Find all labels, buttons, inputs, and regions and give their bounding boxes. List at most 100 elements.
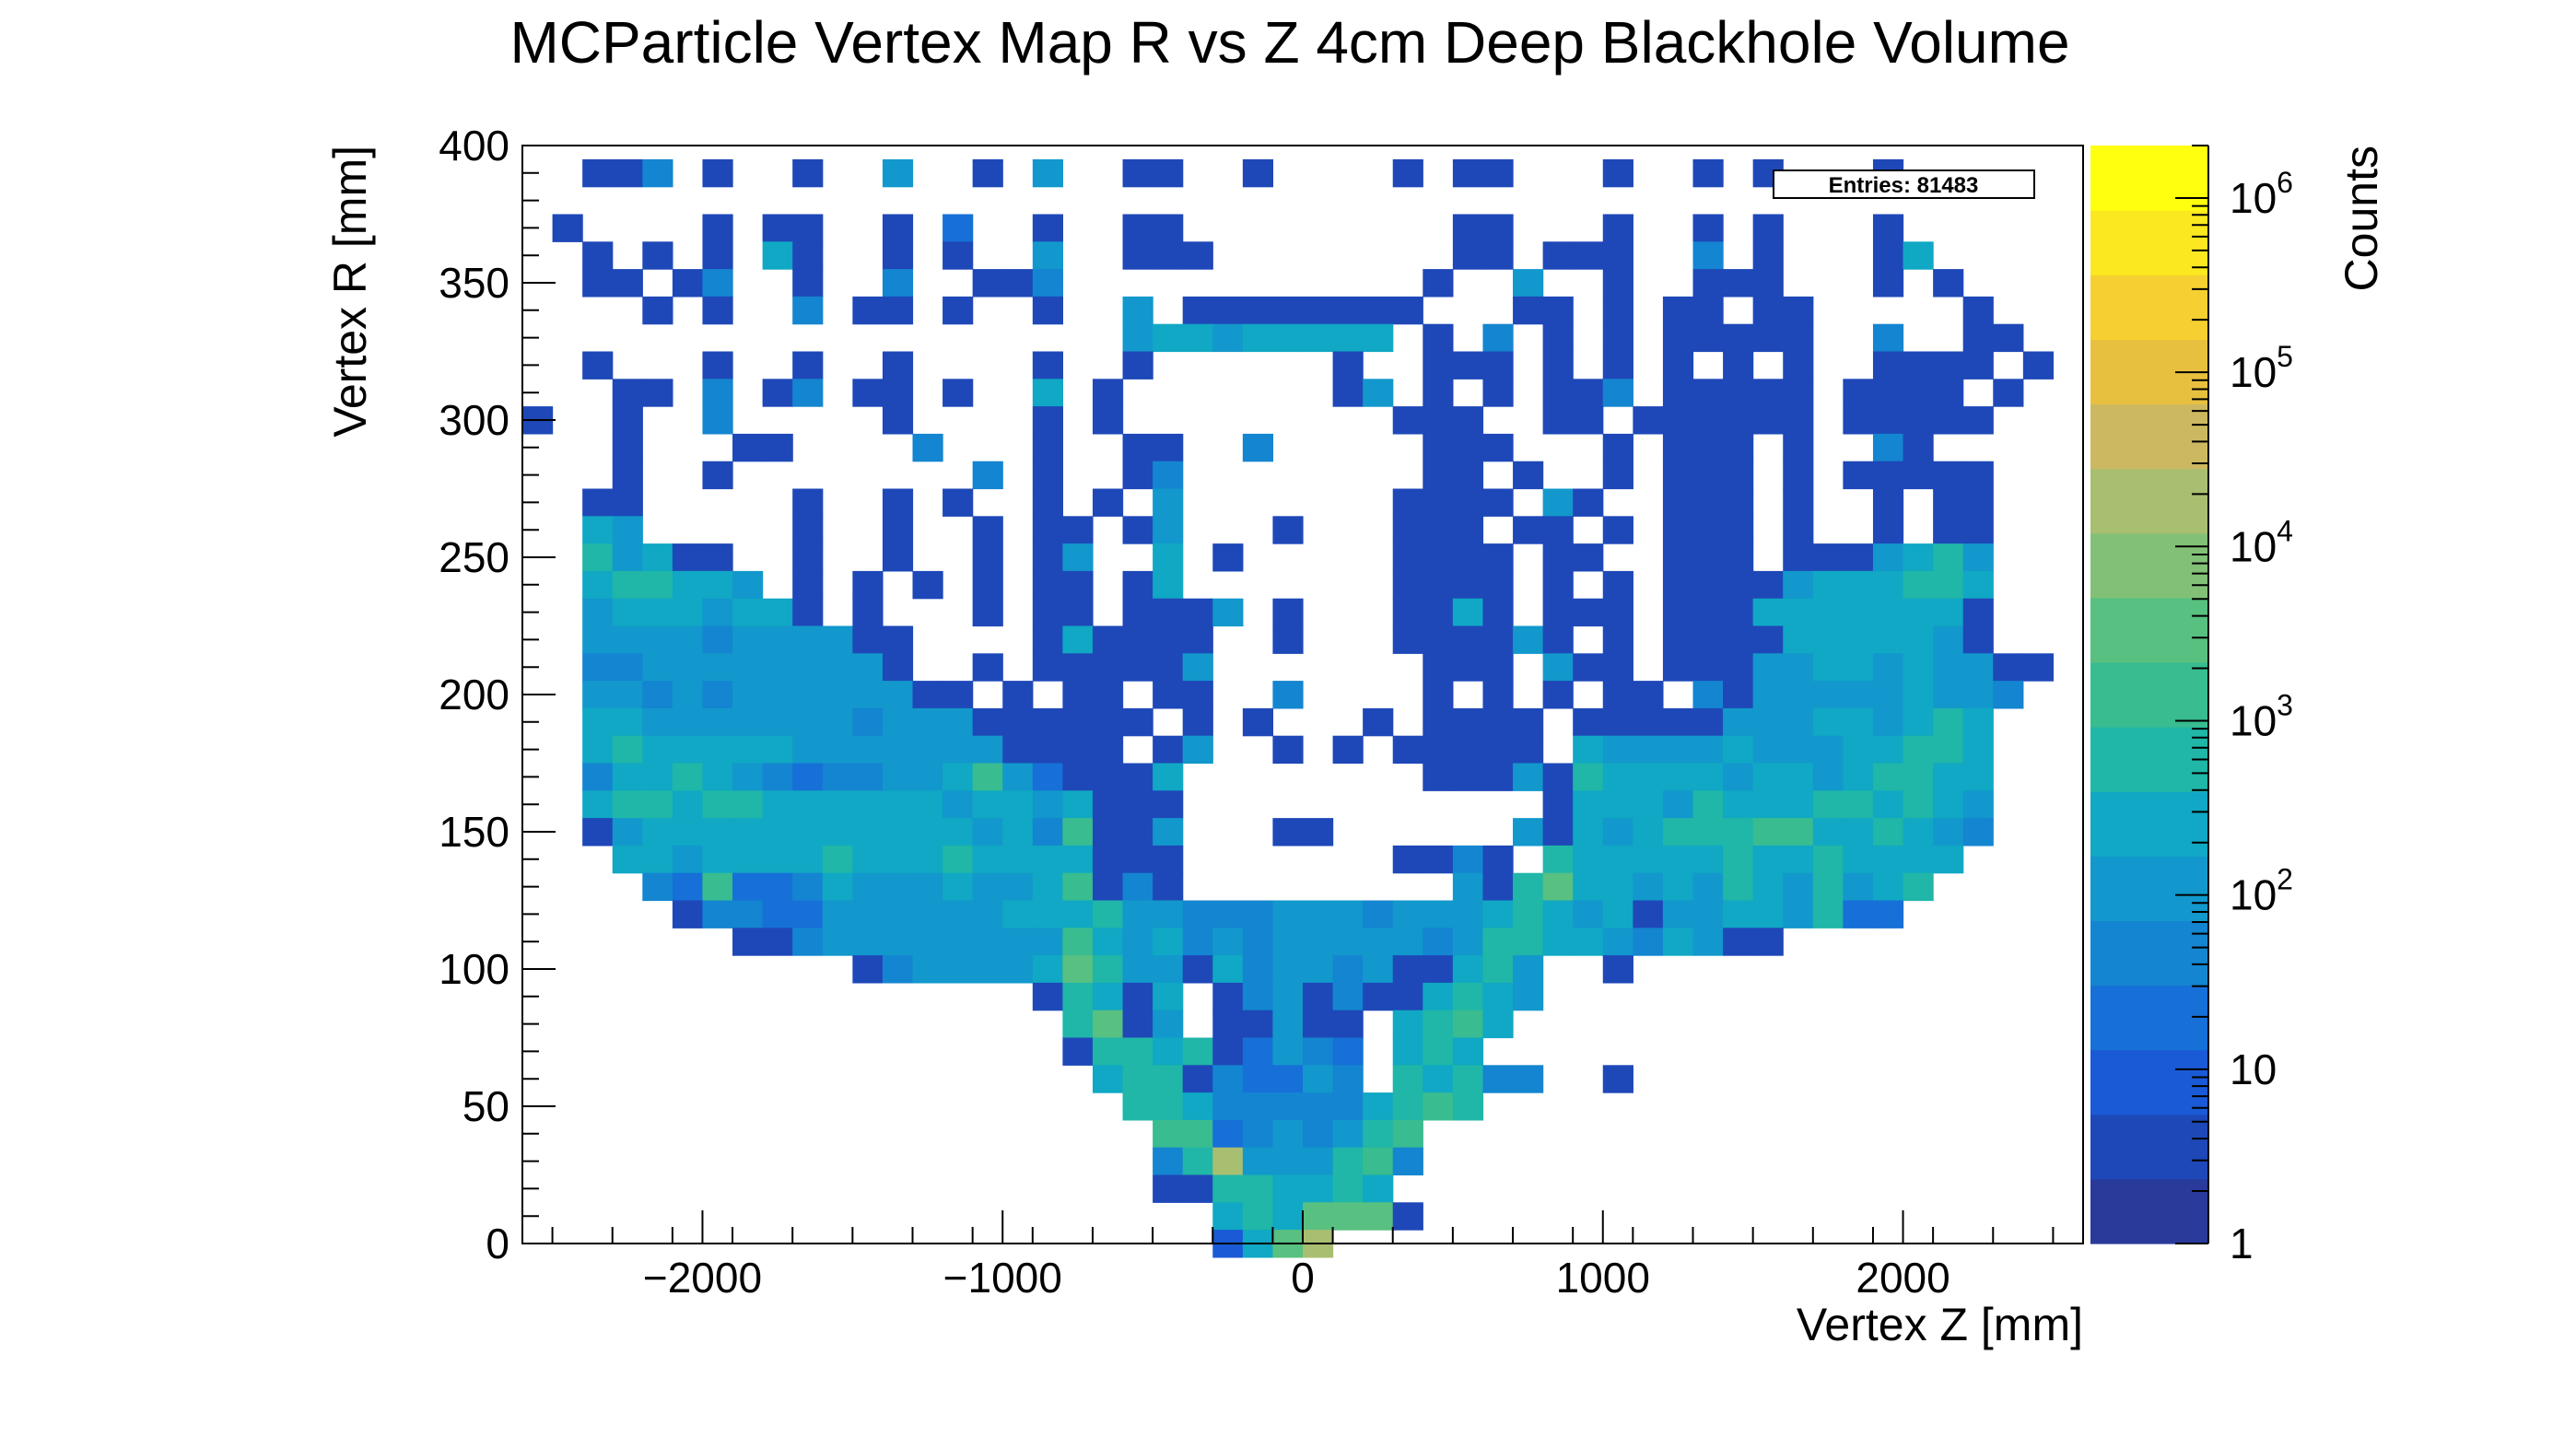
heatmap-bin <box>1272 735 1304 765</box>
heatmap-bin <box>822 845 853 874</box>
heatmap-bin <box>1092 707 1124 737</box>
heatmap-bin <box>1482 653 1514 682</box>
heatmap-bin <box>1482 433 1514 462</box>
heatmap-bin <box>1452 351 1484 380</box>
heatmap-bin <box>1002 735 1034 765</box>
heatmap-bin <box>792 158 824 188</box>
heatmap-bin <box>1423 763 1454 791</box>
heatmap-bin <box>1423 461 1454 490</box>
heatmap-bin <box>1752 872 1784 902</box>
heatmap-bin <box>1752 379 1784 407</box>
heatmap-bin <box>912 900 943 928</box>
heatmap-bin <box>1032 214 1063 242</box>
heatmap-bin <box>762 598 793 627</box>
heatmap-bin <box>1272 323 1304 353</box>
heatmap-bin <box>1182 1065 1213 1093</box>
heatmap-bin <box>1122 653 1153 682</box>
heatmap-bin <box>1903 681 1934 709</box>
heatmap-bin <box>852 625 884 654</box>
heatmap-bin <box>1303 982 1334 1011</box>
heatmap-bin <box>792 488 824 517</box>
heatmap-bin <box>1062 570 1094 600</box>
heatmap-bin <box>762 241 793 270</box>
heatmap-bin <box>972 900 1003 928</box>
heatmap-bin <box>1153 1037 1184 1066</box>
heatmap-bin <box>732 681 764 709</box>
colorbar-band <box>2090 1049 2208 1115</box>
heatmap-bin <box>1812 845 1844 874</box>
heatmap-bin <box>612 845 643 874</box>
heatmap-bin <box>1812 763 1844 791</box>
heatmap-bin <box>1662 379 1694 407</box>
heatmap-bin <box>612 269 643 298</box>
heatmap-bin <box>1783 351 1814 380</box>
heatmap-bin <box>732 707 764 737</box>
heatmap-bin <box>1032 928 1063 956</box>
heatmap-bin <box>1032 955 1063 984</box>
heatmap-bin <box>1933 763 1964 791</box>
heatmap-bin <box>792 681 824 709</box>
heatmap-bin <box>1752 818 1784 847</box>
heatmap-bin <box>1153 158 1184 188</box>
heatmap-bin <box>582 653 614 682</box>
heatmap-bin <box>1662 461 1694 490</box>
heatmap-bin <box>1392 543 1423 572</box>
heatmap-bin <box>1032 570 1063 600</box>
heatmap-bin <box>822 790 853 819</box>
heatmap-bin <box>1723 818 1754 847</box>
heatmap-bin <box>1272 1202 1304 1231</box>
heatmap-bin <box>1662 900 1694 928</box>
heatmap-bin <box>1482 1010 1514 1039</box>
heatmap-bin <box>792 735 824 765</box>
heatmap-bin <box>612 543 643 572</box>
heatmap-bin <box>702 214 733 242</box>
heatmap-bin <box>582 790 614 819</box>
heatmap-bin <box>672 653 704 682</box>
heatmap-bin <box>1032 845 1063 874</box>
heatmap-bin <box>1542 241 1574 270</box>
heatmap-bin <box>672 900 704 928</box>
heatmap-bin <box>1933 570 1964 600</box>
x-tick-label: −2000 <box>643 1254 762 1302</box>
heatmap-bin <box>732 872 764 902</box>
heatmap-bin <box>1062 653 1094 682</box>
heatmap-bin <box>672 845 704 874</box>
heatmap-bin <box>1032 158 1063 188</box>
heatmap-bin <box>1032 625 1063 654</box>
heatmap-bin <box>1962 351 1994 380</box>
heatmap-bin <box>1303 1065 1334 1093</box>
heatmap-bin <box>1032 982 1063 1011</box>
heatmap-bin <box>1993 653 2024 682</box>
heatmap-bin <box>732 845 764 874</box>
heatmap-bin <box>852 845 884 874</box>
heatmap-bin <box>792 872 824 902</box>
heatmap-bin <box>1692 598 1724 627</box>
heatmap-bin <box>972 818 1003 847</box>
heatmap-bin <box>612 707 643 737</box>
heatmap-bin <box>1723 763 1754 791</box>
heatmap-bin <box>1423 928 1454 956</box>
heatmap-bin <box>1692 488 1724 517</box>
heatmap-bin <box>1332 1092 1364 1121</box>
heatmap-bin <box>1182 955 1213 984</box>
heatmap-bin <box>762 433 793 462</box>
heatmap-bin <box>1752 707 1784 737</box>
heatmap-bin <box>792 928 824 956</box>
heatmap-bin <box>702 461 733 490</box>
heatmap-bin <box>1153 1147 1184 1176</box>
heatmap-bin <box>1542 845 1574 874</box>
heatmap-bin <box>1783 598 1814 627</box>
heatmap-bin <box>1872 516 1904 544</box>
heatmap-bin <box>1242 955 1274 984</box>
heatmap-bin <box>1513 872 1544 902</box>
heatmap-bin <box>1662 323 1694 353</box>
heatmap-bin <box>1843 790 1874 819</box>
heatmap-bin <box>943 735 974 765</box>
heatmap-bin <box>1032 406 1063 435</box>
heatmap-bin <box>1153 1119 1184 1149</box>
heatmap-bin <box>1032 488 1063 517</box>
heatmap-bin <box>882 872 914 902</box>
heatmap-bin <box>1723 872 1754 902</box>
heatmap-bin <box>792 516 824 544</box>
heatmap-bin <box>612 406 643 435</box>
